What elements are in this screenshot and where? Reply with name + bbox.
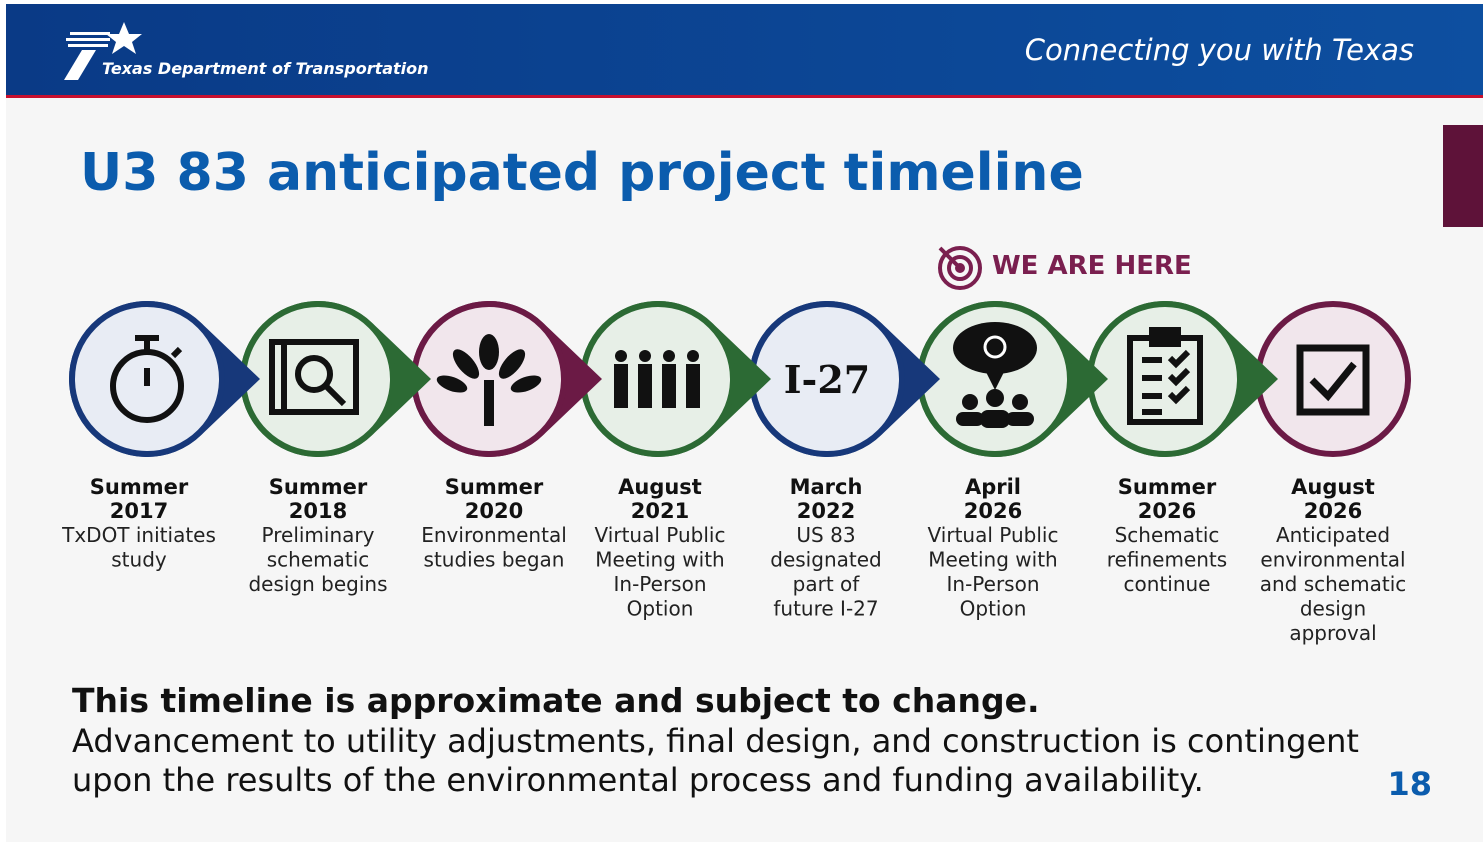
- milestone-description: Preliminary: [262, 523, 375, 547]
- milestone-circle: [240, 301, 396, 457]
- milestone-circle: [580, 301, 736, 457]
- milestone-description: Virtual Public: [928, 523, 1059, 547]
- milestone-year: 2021: [631, 499, 689, 523]
- icon-label: I-27: [784, 357, 870, 402]
- milestone-year: 2026: [1138, 499, 1196, 523]
- agency-name: Texas Department of Transportation: [102, 59, 429, 78]
- slide-title: U3 83 anticipated project timeline: [80, 143, 1084, 203]
- milestone-period: Summer: [1118, 475, 1217, 499]
- checklist-icon: [1127, 327, 1203, 425]
- milestone-description: design begins: [248, 572, 387, 596]
- milestone-description: approval: [1289, 621, 1376, 645]
- milestone-year: 2018: [289, 499, 347, 523]
- milestone-circle: [1087, 301, 1243, 457]
- footer-body: upon the results of the environmental pr…: [72, 761, 1204, 799]
- milestone-period: August: [618, 475, 702, 499]
- side-tab: [1443, 125, 1483, 227]
- header-bar: [6, 4, 1483, 95]
- milestone-circle: [411, 301, 567, 457]
- milestone-description: Option: [627, 597, 694, 621]
- milestone-description: Schematic: [1115, 523, 1220, 547]
- milestone-year: 2026: [1304, 499, 1362, 523]
- milestone-description: In-Person: [614, 572, 707, 596]
- milestone-period: April: [965, 475, 1021, 499]
- milestone-description: schematic: [267, 548, 370, 572]
- footer-body: Advancement to utility adjustments, fina…: [72, 722, 1359, 760]
- milestone-description: designated: [770, 548, 881, 572]
- milestone-description: studies began: [424, 548, 565, 572]
- milestone-description: Anticipated: [1276, 523, 1390, 547]
- logo: [64, 22, 142, 80]
- milestone-period: Summer: [445, 475, 544, 499]
- background: [6, 4, 1483, 842]
- stopwatch-icon: [110, 335, 184, 423]
- milestone-period: Summer: [90, 475, 189, 499]
- blueprint-icon: [269, 339, 359, 415]
- milestone-description: continue: [1124, 572, 1211, 596]
- tagline: Connecting you with Texas: [1025, 33, 1414, 67]
- milestone-description: TxDOT initiates: [61, 523, 216, 547]
- milestone-period: August: [1291, 475, 1375, 499]
- milestone-year: 2022: [797, 499, 855, 523]
- milestone-description: design: [1300, 597, 1366, 621]
- milestone-period: March: [790, 475, 863, 499]
- footer-note: This timeline is approximate and subject…: [72, 681, 1040, 720]
- milestone-circle: [1255, 301, 1411, 457]
- milestone-description: In-Person: [947, 572, 1040, 596]
- people-icon: [614, 350, 700, 408]
- tree-icon: [436, 334, 542, 426]
- milestone-description: Environmental: [421, 523, 567, 547]
- milestone-description: and schematic: [1260, 572, 1407, 596]
- milestone-description: refinements: [1107, 548, 1227, 572]
- milestone-description: Meeting with: [928, 548, 1057, 572]
- icons: I-27: [110, 322, 1370, 428]
- milestone-description: part of: [793, 572, 861, 596]
- milestone-description: future I-27: [773, 597, 878, 621]
- page-number: 18: [1387, 765, 1432, 803]
- milestone-description: Virtual Public: [595, 523, 726, 547]
- milestone-year: 2020: [465, 499, 523, 523]
- milestone-description: environmental: [1260, 548, 1405, 572]
- target-icon: [938, 246, 982, 290]
- meeting-icon: [953, 322, 1037, 428]
- milestone-description: Option: [960, 597, 1027, 621]
- milestone-description: Meeting with: [595, 548, 724, 572]
- we-are-here: WE ARE HERE: [992, 251, 1192, 281]
- header-rule: [6, 95, 1483, 98]
- milestone-year: 2026: [964, 499, 1022, 523]
- milestone-description: US 83: [796, 523, 855, 547]
- checkbox-icon: [1296, 344, 1370, 416]
- milestone-period: Summer: [269, 475, 368, 499]
- milestone-year: 2017: [110, 499, 168, 523]
- milestone-description: study: [111, 548, 167, 572]
